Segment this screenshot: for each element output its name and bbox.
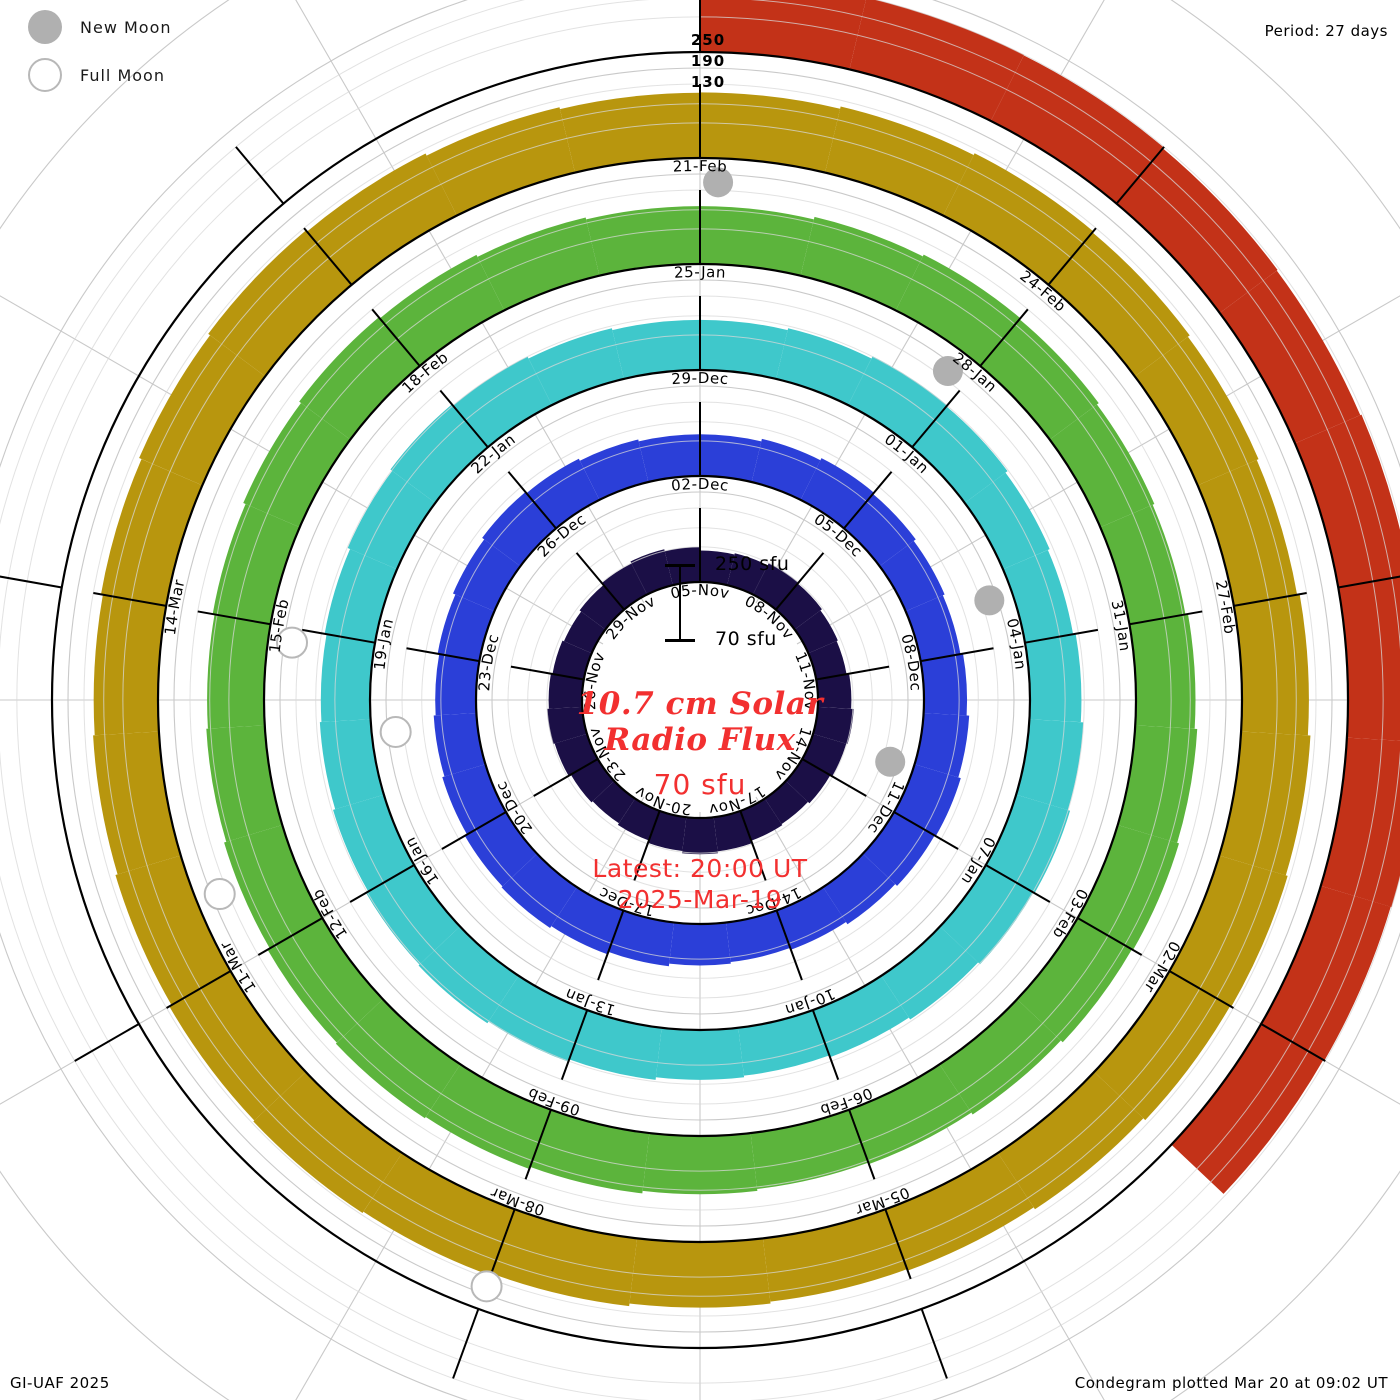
new-moon-marker — [875, 746, 906, 777]
ring-date-label: 25-Jan — [674, 263, 727, 282]
radial-tick-190: 190 — [690, 52, 726, 70]
moon-markers-layer — [203, 167, 1005, 1303]
new-moon-marker — [974, 585, 1005, 616]
radial-scale-ticks: 250 190 130 — [648, 30, 768, 93]
plotted-timestamp: Condegram plotted Mar 20 at 09:02 UT — [1074, 1374, 1388, 1392]
radial-tick-250: 250 — [690, 31, 726, 49]
legend-new-moon-label: New Moon — [80, 17, 172, 37]
legend-new-moon: New Moon — [28, 10, 172, 44]
full-moon-marker — [470, 1270, 503, 1303]
radial-tick-130: 130 — [690, 73, 726, 91]
new-moon-icon — [28, 10, 62, 44]
ring-date-label: 21-Feb — [672, 157, 727, 176]
full-moon-marker — [379, 715, 412, 748]
spiral-ring — [507, 507, 893, 893]
spiral-ring — [189, 189, 1211, 1211]
full-moon-marker — [203, 878, 236, 911]
new-moon-marker — [703, 167, 734, 198]
ring-date-label: 29-Dec — [671, 369, 730, 388]
spiral-ring — [83, 83, 1317, 1317]
spiral-ring — [295, 295, 1105, 1105]
ring-date-label: 05-Nov — [669, 581, 731, 603]
legend-full-moon: Full Moon — [28, 58, 165, 92]
period-label: Period: 27 days — [1264, 22, 1388, 40]
new-moon-marker — [932, 355, 963, 386]
legend-full-moon-label: Full Moon — [80, 65, 165, 85]
credit-label: GI-UAF 2025 — [10, 1374, 110, 1392]
ring-date-label: 02-Dec — [670, 475, 730, 495]
full-moon-icon — [28, 58, 62, 92]
spiral-ring — [401, 401, 999, 999]
full-moon-marker — [276, 626, 309, 659]
